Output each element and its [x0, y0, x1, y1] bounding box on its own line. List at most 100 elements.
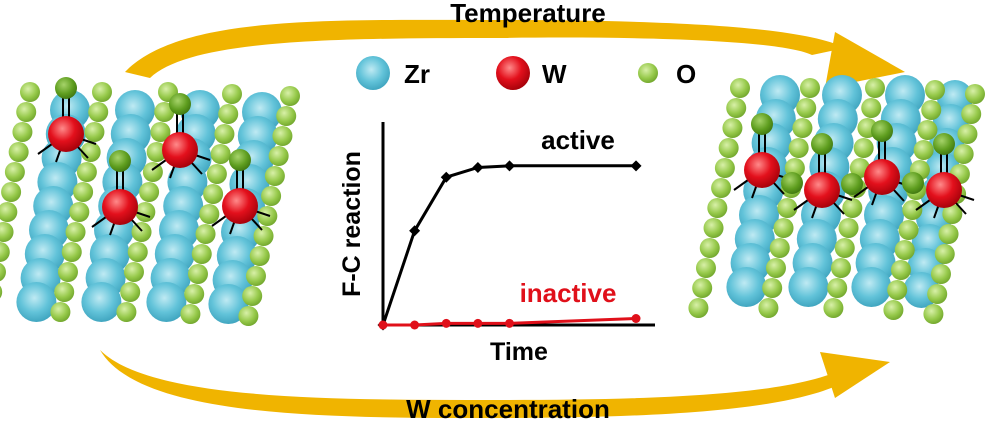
o-atom	[206, 164, 227, 184]
o-atom	[842, 198, 863, 218]
o-atom	[853, 138, 874, 158]
o-atom	[222, 84, 242, 104]
o-atom	[861, 98, 882, 118]
o-atom	[120, 282, 141, 302]
o-atom	[699, 238, 720, 258]
o-atom	[69, 202, 90, 222]
w-atom	[222, 188, 258, 224]
o-atom	[0, 202, 18, 222]
o-atom	[953, 144, 974, 164]
data-point-inactive	[410, 320, 420, 330]
o-atom	[921, 100, 942, 120]
o-atom	[1, 182, 22, 202]
bridging-o-atom	[841, 173, 863, 195]
o-atom	[930, 264, 951, 284]
data-point-inactive	[441, 318, 451, 328]
o-atom	[965, 84, 985, 104]
o-atom	[238, 306, 259, 326]
o-atom	[191, 244, 212, 264]
o-atom	[0, 222, 14, 242]
o-atom	[8, 142, 29, 162]
terminal-o-atom	[109, 150, 131, 172]
o-atom	[80, 142, 101, 162]
o-atom	[758, 298, 779, 318]
o-atom	[276, 106, 297, 126]
data-point-active	[472, 161, 484, 173]
o-atom	[57, 262, 78, 282]
active-catalyst-surface	[688, 75, 985, 324]
o-atom	[777, 198, 798, 218]
w-atom	[162, 132, 198, 168]
w-concentration-label: W concentration	[406, 394, 610, 424]
terminal-o-atom	[169, 93, 191, 115]
o-atom	[925, 80, 945, 100]
o-atom	[84, 122, 105, 142]
o-atom	[214, 124, 235, 144]
o-atom	[883, 300, 904, 320]
o-atom	[722, 118, 743, 138]
o-atom	[146, 142, 167, 162]
legend: Zr W O	[356, 56, 696, 90]
data-point-active	[504, 160, 516, 172]
series-line-inactive	[383, 317, 637, 327]
o-atom	[92, 82, 112, 102]
o-atom	[184, 284, 205, 304]
o-atom	[800, 78, 820, 98]
o-atom	[894, 240, 915, 260]
terminal-o-atom	[229, 149, 251, 171]
w-atom	[864, 159, 900, 195]
o-atom	[726, 98, 747, 118]
o-atom	[249, 246, 270, 266]
o-atom	[769, 238, 790, 258]
fc-reaction-chart: Time F-C reaction active inactive	[338, 122, 655, 366]
o-atom	[131, 222, 152, 242]
zr-atom	[81, 282, 122, 322]
bridging-o-atom	[781, 172, 803, 194]
o-atom	[199, 204, 220, 224]
w-concentration-arrow	[100, 350, 890, 418]
o-atom	[16, 102, 37, 122]
legend-zr-label: Zr	[404, 59, 430, 89]
o-atom	[150, 122, 171, 142]
w-atom	[102, 189, 138, 225]
o-atom	[923, 304, 944, 324]
o-atom	[898, 220, 919, 240]
legend-o-label: O	[676, 59, 696, 89]
o-atom	[865, 78, 885, 98]
terminal-o-atom	[55, 77, 77, 99]
o-atom	[796, 98, 817, 118]
series-line-active	[381, 164, 636, 326]
o-atom	[934, 244, 955, 264]
o-atom	[50, 302, 71, 322]
o-atom	[242, 286, 263, 306]
o-atom	[765, 258, 786, 278]
w-atom	[926, 172, 962, 208]
o-atom	[4, 162, 25, 182]
zr-atom	[726, 267, 767, 307]
o-atom	[210, 144, 231, 164]
zr-atom	[788, 267, 829, 307]
terminal-o-atom	[933, 133, 955, 155]
o-atom	[116, 302, 137, 322]
o-atom	[827, 278, 848, 298]
data-point-inactive	[631, 314, 641, 324]
legend-w-label: W	[542, 59, 567, 89]
zr-atom	[146, 282, 187, 322]
o-atom	[688, 298, 709, 318]
terminal-o-atom	[871, 120, 893, 142]
o-atom	[154, 102, 175, 122]
o-atom	[264, 166, 285, 186]
o-atom	[203, 184, 224, 204]
w-atom	[804, 172, 840, 208]
data-point-active	[409, 225, 421, 237]
data-point-active	[440, 171, 452, 183]
o-atom	[703, 218, 724, 238]
bridging-o-atom	[902, 172, 924, 194]
o-atom	[730, 78, 750, 98]
o-atom	[902, 200, 923, 220]
o-atom	[762, 278, 783, 298]
o-atom	[692, 278, 713, 298]
o-atom	[718, 138, 739, 158]
o-atom	[961, 104, 982, 124]
